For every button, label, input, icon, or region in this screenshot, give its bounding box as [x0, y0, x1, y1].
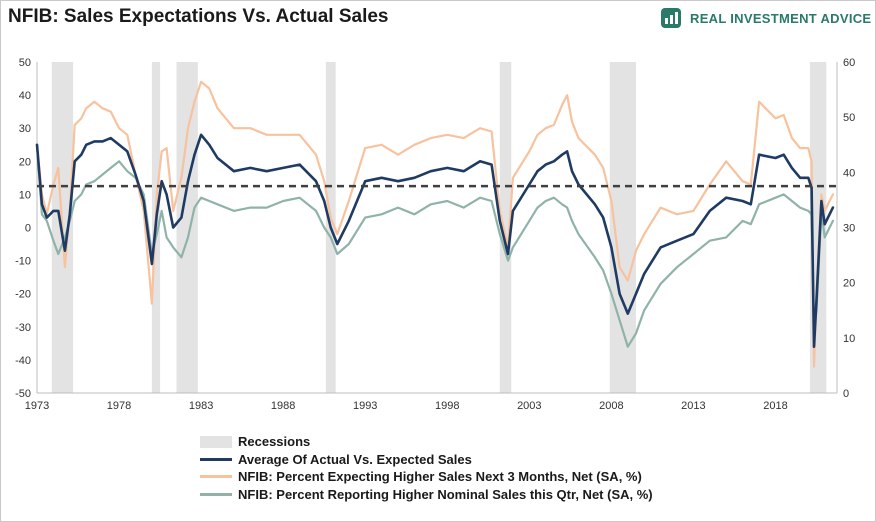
legend-swatch [200, 435, 232, 448]
legend-item-avg: Average Of Actual Vs. Expected Sales [200, 451, 653, 469]
axis-labels: 50 40 30 20 10 0 -10 -20 -30 -40 -50 60 50 40 30 20 10 0 1… [15, 57, 855, 412]
legend-swatch [200, 475, 232, 479]
left-axis-tick-label: -40 [15, 355, 31, 367]
series-lines [35, 80, 835, 368]
recession-band [499, 62, 512, 393]
legend-item-recessions: Recessions [200, 433, 653, 451]
legend-label: Average Of Actual Vs. Expected Sales [238, 451, 472, 467]
left-axis-tick-label: 40 [19, 90, 31, 102]
legend-label: NFIB: Percent Reporting Higher Nominal S… [238, 487, 653, 503]
x-axis-tick-label: 2008 [599, 400, 623, 412]
x-axis-tick-label: 1998 [435, 400, 459, 412]
x-axis-tick-label: 1983 [189, 400, 213, 412]
legend-label: Recessions [238, 434, 311, 450]
series-line-exp [35, 80, 835, 368]
series-line-avg [35, 133, 835, 349]
recession-band [176, 62, 198, 393]
x-axis-tick-label: 2013 [681, 400, 705, 412]
x-axis-tick-label: 1973 [25, 400, 49, 412]
legend-item-exp: NFIB: Percent Expecting Higher Sales Nex… [200, 468, 653, 486]
brand-logo-group: REAL INVESTMENT ADVICE [660, 6, 871, 30]
x-axis-tick-label: 1978 [107, 400, 131, 412]
axis-frame [36, 62, 838, 394]
legend: Recessions Average Of Actual Vs. Expected… [200, 433, 653, 503]
right-axis-tick-label: 30 [843, 223, 855, 235]
legend-swatch [200, 493, 232, 497]
left-axis-tick-label: -50 [15, 388, 31, 400]
right-axis-tick-label: 10 [843, 333, 855, 345]
chart-title: NFIB: Sales Expectations Vs. Actual Sale… [8, 6, 389, 27]
left-axis-tick-label: 0 [25, 223, 31, 235]
left-axis-tick-label: 30 [19, 123, 31, 135]
left-axis-tick-label: -20 [15, 289, 31, 301]
left-axis-tick-label: 20 [19, 156, 31, 168]
brand-logo-icon [661, 8, 681, 28]
legend-swatch [200, 457, 232, 461]
recession-bands [51, 62, 827, 393]
right-axis-tick-label: 40 [843, 167, 855, 179]
right-axis-tick-label: 0 [843, 388, 849, 400]
x-axis-tick-label: 1993 [353, 400, 377, 412]
legend-label: NFIB: Percent Expecting Higher Sales Nex… [238, 469, 642, 485]
left-axis-tick-label: 50 [19, 57, 31, 69]
x-axis-tick-label: 2003 [517, 400, 541, 412]
x-axis-tick-label: 2018 [763, 400, 787, 412]
left-axis-tick-label: 10 [19, 189, 31, 201]
x-axis-tick-label: 1988 [271, 400, 295, 412]
right-axis-tick-label: 50 [843, 112, 855, 124]
right-axis-tick-label: 20 [843, 278, 855, 290]
left-axis-tick-label: -30 [15, 322, 31, 334]
right-axis-tick-label: 60 [843, 57, 855, 69]
left-axis-tick-label: -10 [15, 256, 31, 268]
series-line-act [35, 143, 835, 348]
legend-item-act: NFIB: Percent Reporting Higher Nominal S… [200, 486, 653, 504]
brand-name: REAL INVESTMENT ADVICE [690, 10, 872, 26]
